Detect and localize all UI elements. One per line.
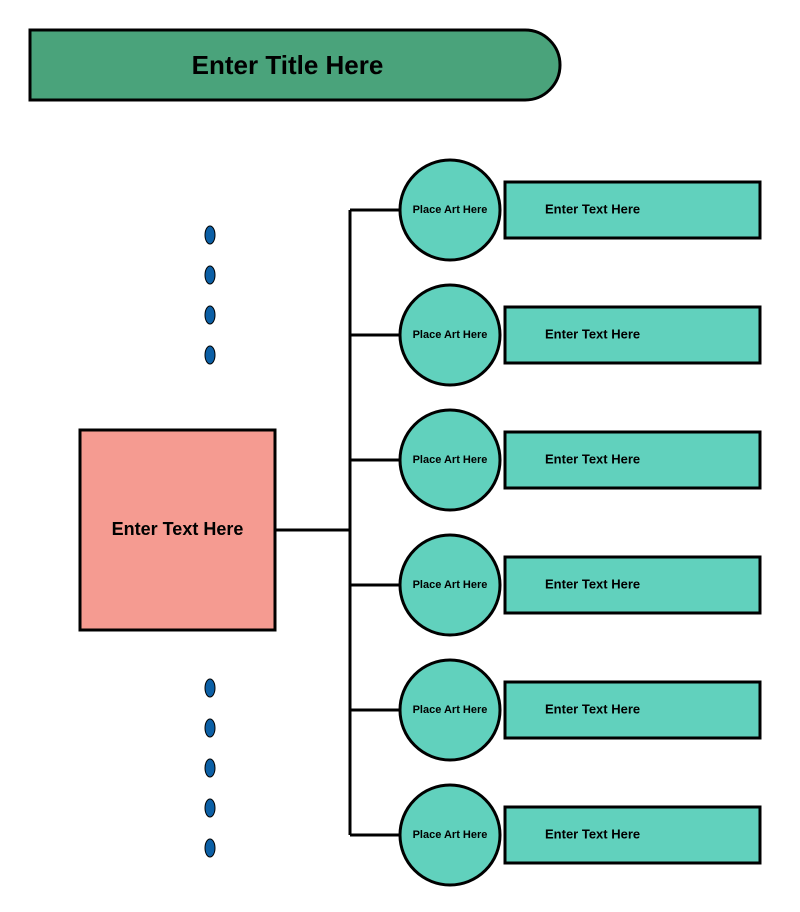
item-2: Place Art Here Enter Text Here <box>400 285 760 385</box>
item-rect-text-2: Enter Text Here <box>545 326 640 341</box>
dot <box>205 799 215 817</box>
item-6: Place Art Here Enter Text Here <box>400 785 760 885</box>
dot <box>205 346 215 364</box>
item-circle-text-5: Place Art Here <box>413 704 488 716</box>
item-rect-text-4: Enter Text Here <box>545 576 640 591</box>
title-text: Enter Title Here <box>192 50 384 80</box>
diagram-canvas: Enter Title Here Place Art Here Enter Text… <box>0 0 800 912</box>
item-circle-text-6: Place Art Here <box>413 829 488 841</box>
item-rect-text-1: Enter Text Here <box>545 201 640 216</box>
dot <box>205 719 215 737</box>
item-circle-text-3: Place Art Here <box>413 454 488 466</box>
diagram-svg: Enter Title Here Place Art Here Enter Text… <box>0 0 800 912</box>
item-rect-text-6: Enter Text Here <box>545 826 640 841</box>
connectors <box>275 210 400 835</box>
item-5: Place Art Here Enter Text Here <box>400 660 760 760</box>
item-rect-text-5: Enter Text Here <box>545 701 640 716</box>
item-1: Place Art Here Enter Text Here <box>400 160 760 260</box>
main-box-text: Enter Text Here <box>112 519 244 539</box>
dot <box>205 266 215 284</box>
item-circle-text-4: Place Art Here <box>413 579 488 591</box>
item-rect-text-3: Enter Text Here <box>545 451 640 466</box>
dot <box>205 759 215 777</box>
item-4: Place Art Here Enter Text Here <box>400 535 760 635</box>
item-circle-text-1: Place Art Here <box>413 204 488 216</box>
dot <box>205 226 215 244</box>
item-3: Place Art Here Enter Text Here <box>400 410 760 510</box>
dot <box>205 306 215 324</box>
dot <box>205 839 215 857</box>
dot <box>205 679 215 697</box>
item-circle-text-2: Place Art Here <box>413 329 488 341</box>
